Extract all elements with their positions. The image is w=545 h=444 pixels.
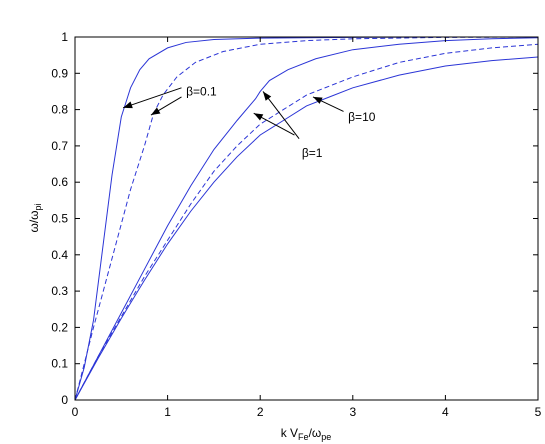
x-axis: 0 1 2 3 4 5 xyxy=(72,37,542,419)
annotation-arrowhead xyxy=(312,96,323,104)
y-tick-label: 0.9 xyxy=(51,66,68,80)
y-tick-label: 0.2 xyxy=(51,320,68,334)
y-axis-title: ω/ωpi xyxy=(27,203,43,232)
series-line-5 xyxy=(74,56,539,401)
y-tick-label: 0.4 xyxy=(51,248,68,262)
annotation-arrowhead xyxy=(123,101,133,109)
annotation-arrowhead xyxy=(253,113,264,121)
x-tick-label: 2 xyxy=(257,405,264,419)
y-tick-label: 0.1 xyxy=(51,357,68,371)
y-tick-label: 0.8 xyxy=(51,103,68,117)
plot-area xyxy=(75,37,538,400)
annotation-label-1: β=0.1 xyxy=(186,84,217,98)
y-tick-label: 0.3 xyxy=(51,284,68,298)
annotation-arrow xyxy=(262,91,300,139)
annotation-arrow xyxy=(122,87,182,109)
y-tick-label: 0 xyxy=(61,393,68,407)
y-tick-label: 0.6 xyxy=(51,175,68,189)
series-line-1 xyxy=(74,36,538,401)
annotation-layer: β=0.1 β=1 β=10 xyxy=(122,84,376,160)
annotation-arrowhead xyxy=(150,107,161,116)
x-tick-label: 1 xyxy=(164,405,171,419)
series-line-2 xyxy=(74,36,539,401)
y-tick-label: 1 xyxy=(61,30,68,44)
x-tick-label: 3 xyxy=(349,405,356,419)
annotation-label-3: β=10 xyxy=(348,110,376,124)
y-tick-label: 0.7 xyxy=(51,139,68,153)
x-tick-label: 0 xyxy=(72,405,79,419)
annotation-arrowhead xyxy=(262,91,272,101)
y-axis: 0 0.1 0.2 0.3 0.4 0.5 0.6 0.7 0.8 0.9 1 xyxy=(51,30,538,407)
x-tick-label: 4 xyxy=(442,405,449,419)
series-line-3 xyxy=(74,37,539,401)
annotation-label-2: β=1 xyxy=(302,146,323,160)
series-layer xyxy=(74,36,539,401)
x-tick-label: 5 xyxy=(535,405,542,419)
y-tick-label: 0.5 xyxy=(51,212,68,226)
x-axis-title: k VFe/ωpe xyxy=(281,426,332,442)
